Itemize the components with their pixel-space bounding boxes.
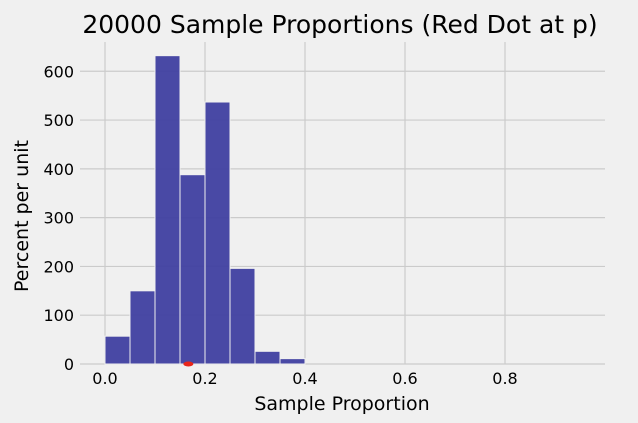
x-tick-label: 0.0 — [92, 369, 117, 388]
y-tick-label: 300 — [43, 209, 74, 228]
histogram-bar — [254, 350, 281, 365]
histogram-bar — [104, 335, 131, 365]
y-tick-label: 0 — [64, 355, 74, 374]
x-axis-ticks: 0.0 0.2 0.4 0.6 0.8 — [92, 369, 517, 388]
y-tick-label: 500 — [43, 111, 74, 130]
x-tick-label: 0.8 — [492, 369, 517, 388]
histogram-bar — [129, 290, 156, 365]
y-axis-ticks: 0 100 200 300 400 500 600 — [43, 62, 74, 374]
histogram-bar — [229, 267, 256, 365]
red-dot-marker — [183, 361, 194, 367]
x-tick-label: 0.6 — [392, 369, 417, 388]
x-axis-label: Sample Proportion — [254, 393, 429, 415]
chart-title: 20000 Sample Proportions (Red Dot at p) — [82, 10, 597, 39]
y-tick-label: 600 — [43, 62, 74, 81]
histogram-bar — [179, 174, 206, 365]
histogram-bar — [279, 358, 306, 365]
y-tick-label: 100 — [43, 306, 74, 325]
histogram-bar — [204, 101, 231, 365]
y-tick-label: 200 — [43, 257, 74, 276]
y-tick-label: 400 — [43, 160, 74, 179]
y-axis-label: Percent per unit — [11, 140, 33, 292]
parameter-marker — [183, 361, 194, 367]
x-tick-label: 0.2 — [192, 369, 217, 388]
histogram-bar — [154, 55, 181, 365]
x-tick-label: 0.4 — [292, 369, 317, 388]
histogram-bars — [104, 55, 306, 365]
